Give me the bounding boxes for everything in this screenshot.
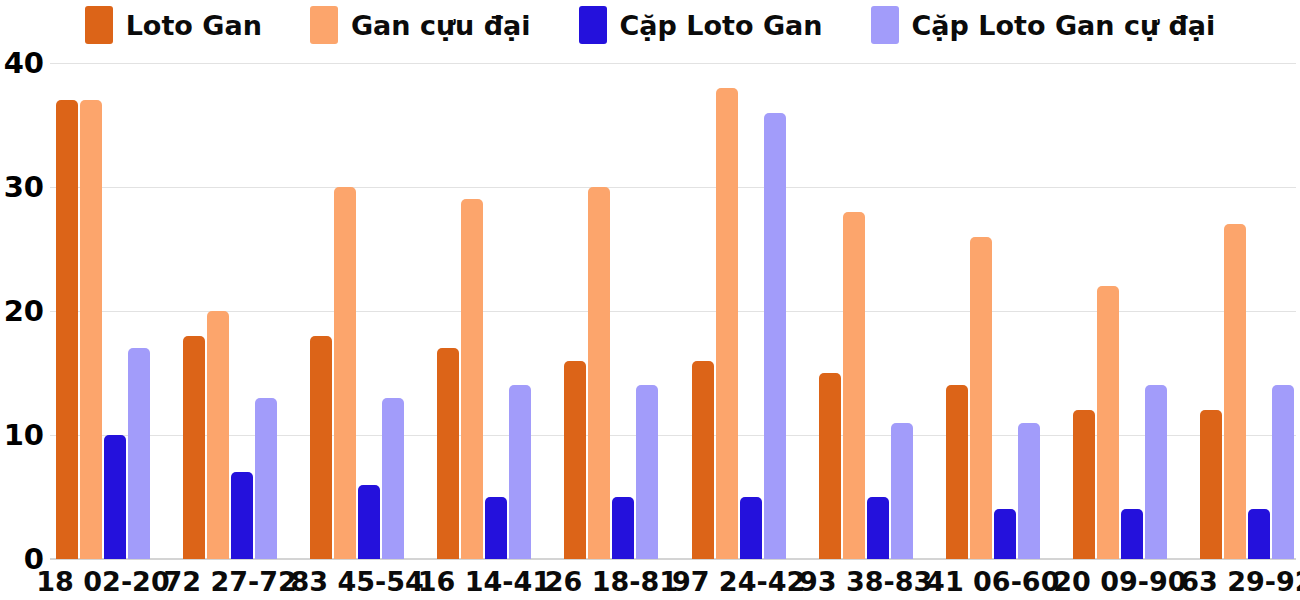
- legend-item: Cặp Loto Gan cự đại: [871, 6, 1216, 44]
- bar-group: 26 18-81: [564, 63, 658, 559]
- x-axis-category-label: 63 29-92: [1180, 566, 1300, 597]
- x-axis-category-label: 97 24-42: [672, 566, 805, 597]
- bar[interactable]: [1073, 410, 1095, 559]
- bar[interactable]: [310, 336, 332, 559]
- bar[interactable]: [994, 509, 1016, 559]
- bar-groups-container: 18 02-20 72 27-72 83 45-54 16 14-41 26 18-81…: [50, 63, 1296, 559]
- bar[interactable]: [56, 100, 78, 559]
- legend-label: Loto Gan: [126, 10, 262, 41]
- bar-group: 18 02-20: [56, 63, 150, 559]
- bar[interactable]: [970, 237, 992, 559]
- bar[interactable]: [1145, 385, 1167, 559]
- y-axis-tick-label: 0: [0, 544, 44, 574]
- x-axis-category-label: 83 45-54: [291, 566, 424, 597]
- legend: Loto Gan Gan cựu đại Cặp Loto Gan Cặp Loto …: [0, 6, 1300, 44]
- bar[interactable]: [1224, 224, 1246, 559]
- bar[interactable]: [946, 385, 968, 559]
- bar[interactable]: [255, 398, 277, 559]
- bar[interactable]: [692, 361, 714, 559]
- bar-group: 41 06-60: [946, 63, 1040, 559]
- bar[interactable]: [382, 398, 404, 559]
- bar[interactable]: [1097, 286, 1119, 559]
- bar-group: 72 27-72: [183, 63, 277, 559]
- y-axis-tick-label: 20: [0, 296, 44, 326]
- x-axis-category-label: 18 02-20: [36, 566, 169, 597]
- legend-swatch-icon: [310, 6, 338, 44]
- bar[interactable]: [231, 472, 253, 559]
- legend-label: Cặp Loto Gan cự đại: [912, 10, 1216, 41]
- bar[interactable]: [636, 385, 658, 559]
- bar[interactable]: [80, 100, 102, 559]
- y-axis-tick-label: 10: [0, 420, 44, 450]
- x-axis-category-label: 20 09-90: [1053, 566, 1186, 597]
- bar[interactable]: [1200, 410, 1222, 559]
- bar[interactable]: [564, 361, 586, 559]
- y-axis-tick-label: 30: [0, 172, 44, 202]
- bar-group: 93 38-83: [819, 63, 913, 559]
- x-axis-category-label: 26 18-81: [545, 566, 678, 597]
- bar-group: 20 09-90: [1073, 63, 1167, 559]
- bar[interactable]: [716, 88, 738, 559]
- bar[interactable]: [891, 423, 913, 559]
- legend-item: Gan cựu đại: [310, 6, 531, 44]
- bar[interactable]: [1248, 509, 1270, 559]
- y-axis-tick-label: 40: [0, 48, 44, 78]
- x-axis-category-label: 93 38-83: [799, 566, 932, 597]
- bar[interactable]: [1272, 385, 1294, 559]
- bar[interactable]: [461, 199, 483, 559]
- legend-item: Loto Gan: [85, 6, 262, 44]
- x-axis-category-label: 72 27-72: [163, 566, 296, 597]
- bar-group: 63 29-92: [1200, 63, 1294, 559]
- bar[interactable]: [740, 497, 762, 559]
- bar[interactable]: [183, 336, 205, 559]
- bar[interactable]: [1121, 509, 1143, 559]
- bar-chart: Loto Gan Gan cựu đại Cặp Loto Gan Cặp Loto …: [0, 0, 1300, 600]
- plot-area: 18 02-20 72 27-72 83 45-54 16 14-41 26 18-81…: [50, 63, 1296, 559]
- legend-label: Cặp Loto Gan: [620, 10, 823, 41]
- x-axis-category-label: 16 14-41: [418, 566, 551, 597]
- bar[interactable]: [207, 311, 229, 559]
- bar[interactable]: [588, 187, 610, 559]
- bar[interactable]: [843, 212, 865, 559]
- legend-item: Cặp Loto Gan: [579, 6, 823, 44]
- legend-swatch-icon: [85, 6, 113, 44]
- bar-group: 83 45-54: [310, 63, 404, 559]
- bar-group: 97 24-42: [692, 63, 786, 559]
- bar[interactable]: [819, 373, 841, 559]
- bar[interactable]: [1018, 423, 1040, 559]
- bar[interactable]: [764, 113, 786, 559]
- bar[interactable]: [437, 348, 459, 559]
- x-axis-category-label: 41 06-60: [926, 566, 1059, 597]
- bar[interactable]: [358, 485, 380, 559]
- bar[interactable]: [104, 435, 126, 559]
- bar[interactable]: [612, 497, 634, 559]
- bar[interactable]: [867, 497, 889, 559]
- legend-swatch-icon: [579, 6, 607, 44]
- legend-swatch-icon: [871, 6, 899, 44]
- bar[interactable]: [509, 385, 531, 559]
- bar[interactable]: [485, 497, 507, 559]
- bar-group: 16 14-41: [437, 63, 531, 559]
- legend-label: Gan cựu đại: [351, 10, 531, 41]
- bar[interactable]: [128, 348, 150, 559]
- bar[interactable]: [334, 187, 356, 559]
